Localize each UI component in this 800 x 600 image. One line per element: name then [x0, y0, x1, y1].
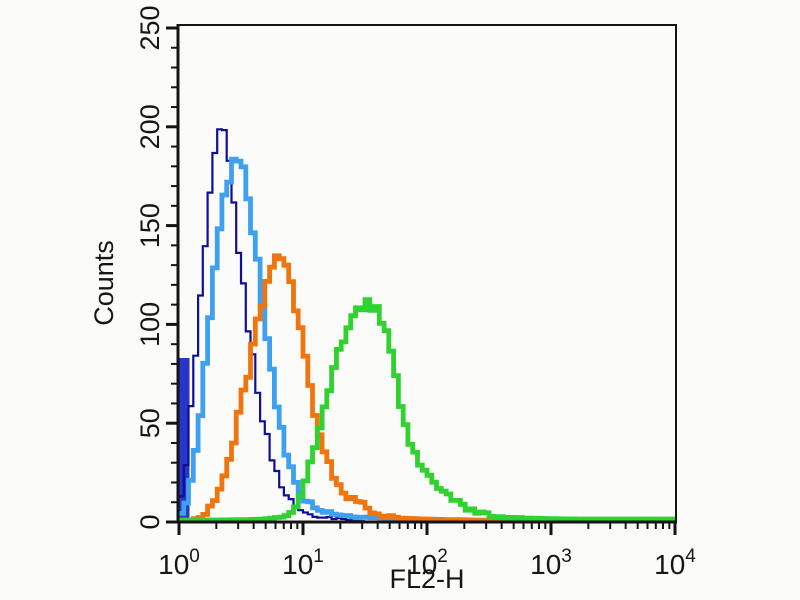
histogram-curves-layer: [179, 128, 675, 522]
y-tick-label: 150: [135, 203, 165, 248]
x-tick-exponent: 4: [685, 546, 696, 567]
y-tick-label: 0: [135, 514, 165, 529]
royal-blue-first-channel-spike: [179, 358, 190, 522]
histogram-curve-dark-blue-thin-control: [179, 128, 365, 522]
histogram-curve-green: [179, 297, 675, 522]
axis-ticks-layer: [166, 26, 677, 535]
x-axis-label: FL2-H: [389, 564, 464, 594]
plot-border: [177, 24, 677, 523]
y-tick-label: 100: [135, 302, 165, 347]
x-tick-exponent: 1: [313, 546, 324, 567]
y-tick-label: 200: [135, 104, 165, 149]
x-tick-exponent: 2: [437, 546, 448, 567]
x-tick-label: 101: [282, 546, 324, 580]
plot-frame: [176, 24, 677, 524]
x-tick-label: 103: [530, 546, 572, 580]
axis-tick-labels-layer: 0 50 100 150 200 250 100 101 1 0 2 103 104: [135, 5, 696, 580]
x-tick-exponent: 3: [561, 546, 572, 567]
histogram-curve-orange: [179, 253, 509, 522]
x-tick-label: 104: [654, 546, 696, 580]
x-tick-exponent: 0: [189, 546, 200, 567]
x-tick-label: 100: [158, 546, 200, 580]
y-tick-label: 50: [135, 408, 165, 438]
y-axis-label: Counts: [89, 240, 119, 326]
y-tick-label: 250: [135, 5, 165, 50]
